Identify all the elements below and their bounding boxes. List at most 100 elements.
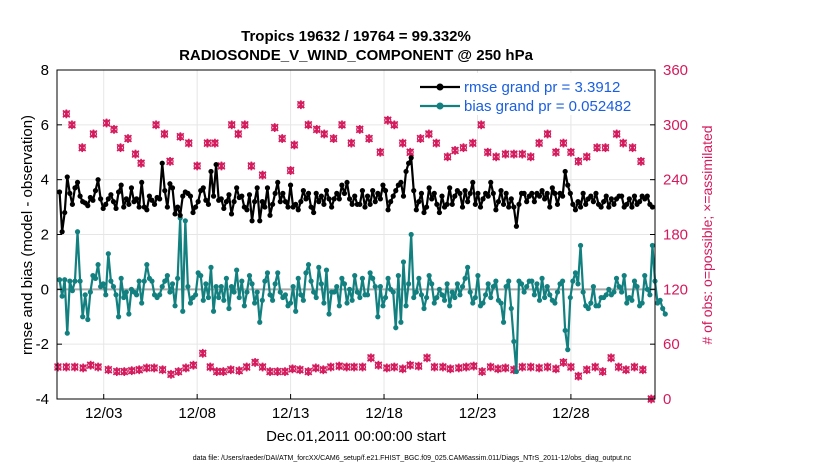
rmse-series-point <box>177 212 183 218</box>
rmse-series-point <box>570 201 576 207</box>
obs-possible-marker <box>356 125 364 134</box>
rmse-series-point <box>465 199 471 205</box>
rmse-series-point <box>508 196 514 202</box>
rmse-series-point <box>218 196 224 202</box>
rmse-series-point <box>118 182 124 188</box>
bias-series-point <box>311 289 317 295</box>
rmse-series-point <box>259 199 265 205</box>
rmse-series-point <box>257 218 263 224</box>
bias-series-point <box>172 303 178 309</box>
obs-possible-marker <box>211 139 219 147</box>
bias-series-point <box>74 229 81 235</box>
rmse-series-point <box>416 199 422 205</box>
x-tick-label: 12/18 <box>365 405 403 422</box>
y-tick-label: 0 <box>41 281 49 298</box>
y-axis-label: rmse and bias (model - observation) <box>19 115 36 355</box>
obs-possible-marker <box>335 362 343 370</box>
obs-possible-marker <box>89 130 98 138</box>
rmse-series-point <box>280 190 286 196</box>
bias-series-point <box>221 297 227 303</box>
bias-series-point <box>660 305 666 312</box>
obs-possible-marker <box>273 367 282 376</box>
bias-series-point <box>529 278 535 284</box>
bias-series-point <box>203 281 209 287</box>
rmse-series-point <box>390 193 396 199</box>
rmse-series-point <box>187 193 194 199</box>
y-tick-label: 6 <box>41 117 49 134</box>
obs-possible-marker <box>637 157 645 165</box>
bias-series-point <box>421 305 427 312</box>
obs-possible-marker <box>160 130 169 138</box>
bias-series-point <box>624 300 630 306</box>
obs-possible-marker <box>501 150 510 158</box>
rmse-series-point <box>462 188 468 194</box>
bias-series-point <box>434 294 440 301</box>
obs-possible-marker <box>478 367 486 376</box>
y-tick-label: 2 <box>41 227 49 244</box>
rmse-series-point <box>406 160 412 166</box>
obs-possible-marker <box>174 367 183 376</box>
rmse-series-point <box>411 188 417 194</box>
bias-series-point <box>447 303 453 309</box>
bias-series-point <box>472 294 478 301</box>
rmse-series-point <box>323 188 330 194</box>
bias-series-point <box>313 294 319 301</box>
rmse-series-point <box>590 199 597 205</box>
bias-series-point <box>157 292 163 298</box>
bias-series-point <box>498 300 504 306</box>
obs-possible-marker <box>251 358 259 367</box>
rmse-series-point <box>162 188 168 194</box>
bias-series-point <box>423 294 430 301</box>
obs-possible-marker <box>535 139 543 147</box>
obs-possible-marker <box>451 146 459 155</box>
bias-series-point <box>316 264 322 270</box>
bias-series-point <box>521 289 527 295</box>
bias-series-point <box>488 294 494 301</box>
obs-possible-marker <box>131 150 140 158</box>
rmse-series-point <box>490 190 496 196</box>
obs-possible-marker <box>384 116 392 124</box>
bias-series-point <box>524 283 530 290</box>
obs-possible-marker <box>406 148 414 156</box>
rmse-series-point <box>516 201 522 207</box>
bias-series-point <box>85 316 91 323</box>
bias-series-point <box>662 311 668 317</box>
rmse-series-point <box>139 179 145 186</box>
rmse-series-point <box>385 207 391 213</box>
obs-possible-marker <box>286 166 295 175</box>
bias-series-point <box>639 300 645 306</box>
rmse-series-point <box>205 201 212 207</box>
legend-bias-marker <box>436 102 444 110</box>
rmse-series-point <box>133 196 140 202</box>
bias-series-point <box>619 289 625 295</box>
bias-series-point <box>262 278 268 284</box>
bias-series-point <box>249 281 255 287</box>
obs-possible-marker <box>574 157 582 165</box>
rmse-series-point <box>98 196 104 202</box>
bias-series-point <box>454 281 460 287</box>
rmse-series-point <box>90 197 96 203</box>
obs-possible-marker <box>137 159 145 167</box>
bias-series-point <box>149 278 155 284</box>
obs-possible-marker <box>288 365 297 373</box>
rmse-series-point <box>282 199 289 205</box>
rmse-series-point <box>344 179 350 186</box>
obs-possible-marker <box>469 139 477 147</box>
bias-series-point <box>631 278 638 284</box>
rmse-series-point <box>67 190 73 196</box>
bias-series-point <box>429 281 435 287</box>
bias-series-point <box>547 292 553 298</box>
bias-series-point <box>552 300 558 306</box>
bias-series-point <box>395 273 401 279</box>
rmse-series-point <box>126 201 132 207</box>
obs-possible-marker <box>219 367 227 376</box>
rmse-series-point <box>608 196 614 202</box>
obs-possible-marker <box>390 121 398 129</box>
bias-series-point <box>277 289 283 295</box>
bias-series-point <box>226 305 232 312</box>
bias-series-point <box>349 297 355 303</box>
obs-possible-marker <box>228 121 236 129</box>
rmse-series-point <box>367 201 373 207</box>
bias-series-point <box>500 319 507 325</box>
rmse-series-point <box>136 204 142 210</box>
